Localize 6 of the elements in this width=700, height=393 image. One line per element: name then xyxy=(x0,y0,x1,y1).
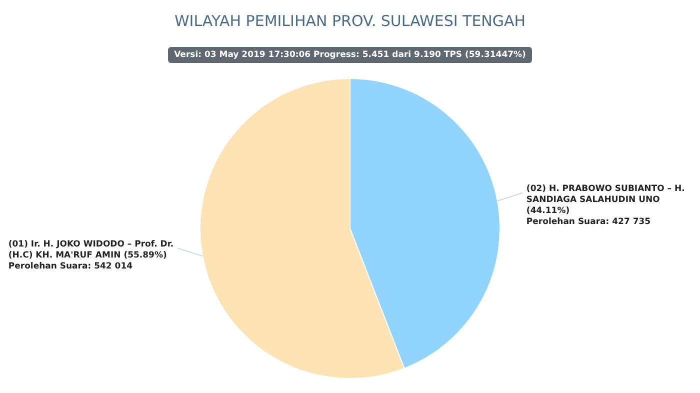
slice-label: (02) H. PRABOWO SUBIANTO – H. SANDIAGA SALAHUDIN UNO (44.11%) xyxy=(526,184,685,216)
data-label: Perolehan Suara: 542 014 xyxy=(8,261,133,272)
slice-label: (01) Ir. H. JOKO WIDODO – Prof. Dr. (H.C) KH. MA'RUF AMIN (55.89%) xyxy=(8,239,174,260)
data-label: Perolehan Suara: 427 735 xyxy=(526,217,651,228)
chart-subtitle: Versi: 03 May 2019 17:30:06 Progress: 5.451 dari 9.190 TPS (59.31447%) xyxy=(168,47,532,63)
chart-title: WILAYAH PEMILIHAN PROV. SULAWESI TENGAH xyxy=(173,12,527,30)
